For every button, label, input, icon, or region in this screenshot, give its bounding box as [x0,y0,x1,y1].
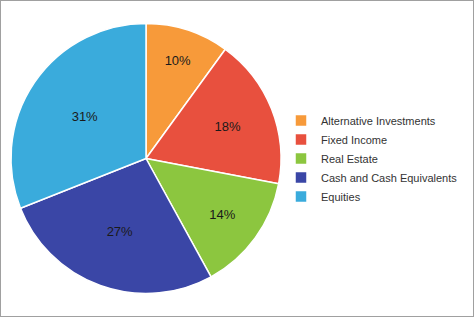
svg-text:Real Estate: Real Estate [321,153,378,165]
svg-text:Cash and Cash Equivalents: Cash and Cash Equivalents [321,172,457,184]
svg-text:Fixed Income: Fixed Income [321,134,387,146]
svg-text:18%: 18% [214,119,240,134]
svg-text:14%: 14% [209,207,235,222]
svg-text:27%: 27% [107,224,133,239]
svg-text:31%: 31% [72,109,98,124]
svg-text:10%: 10% [165,53,191,68]
svg-text:Alternative Investments: Alternative Investments [321,115,436,127]
svg-text:Equities: Equities [321,191,361,203]
